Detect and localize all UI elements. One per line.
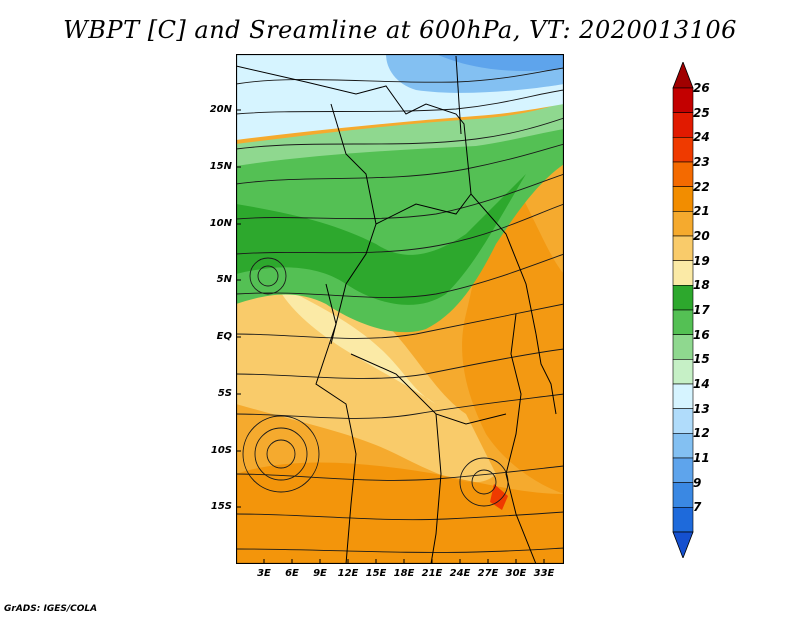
lon-label-18e: 18E: [393, 568, 415, 579]
colorbar-box: [672, 235, 694, 261]
colorbar-label: 15: [693, 352, 710, 367]
colorbar-box: [672, 359, 694, 385]
colorbar-arrow-top: [672, 62, 694, 89]
colorbar-label: 21: [693, 204, 710, 219]
colorbar-box: [672, 457, 694, 483]
lon-label-24e: 24E: [449, 568, 471, 579]
colorbar-box: [672, 309, 694, 335]
colorbar-label: 22: [693, 179, 710, 194]
colorbar-box: [672, 186, 694, 212]
colorbar-box: [672, 383, 694, 409]
colorbar-box: [672, 137, 694, 163]
colorbar-label: 17: [693, 303, 710, 317]
lon-label-27e: 27E: [477, 568, 499, 579]
colorbar-label: 13: [693, 401, 710, 416]
colorbar-label: 26: [693, 81, 710, 95]
colorbar-box: [672, 112, 694, 138]
colorbar-label: 19: [693, 253, 710, 268]
lon-ticks: [263, 559, 545, 564]
lat-label-5n: 5N: [216, 274, 232, 285]
field-blue-deep: [436, 54, 564, 72]
colorbar: [672, 62, 694, 558]
colorbar-arrow-bottom: [672, 531, 694, 558]
field-green-belt: [236, 124, 564, 333]
colorbar-box: [672, 285, 694, 311]
lat-label-15n: 15N: [209, 161, 232, 172]
streamlines: [236, 67, 564, 553]
colorbar-label: 20: [693, 229, 710, 243]
lat-label-20n: 20N: [209, 104, 232, 115]
colorbar-boxes: [672, 87, 694, 533]
lon-label-6e: 6E: [285, 568, 299, 579]
lon-label-3e: 3E: [257, 568, 271, 579]
colorbar-label: 14: [693, 377, 710, 391]
chart-title: WBPT [C] and Sreamline at 600hPa, VT: 20…: [63, 16, 737, 44]
lat-label-15s: 15S: [210, 501, 232, 512]
field-orange-south: [236, 462, 564, 564]
lat-label-10n: 10N: [209, 218, 232, 229]
colorbar-label: 25: [693, 105, 710, 120]
boundaries: [236, 55, 557, 564]
lat-label-10s: 10S: [210, 445, 232, 456]
colorbar-box: [672, 161, 694, 187]
lon-label-30e: 30E: [505, 568, 527, 579]
lon-label-21e: 21E: [421, 568, 443, 579]
colorbar-label: 12: [693, 426, 710, 441]
lon-label-9e: 9E: [313, 568, 327, 579]
lat-label-eq: EQ: [216, 331, 232, 342]
field-dark-green: [236, 174, 526, 305]
colorbar-label: 7: [693, 500, 702, 515]
colorbar-box: [672, 211, 694, 237]
colorbar-box: [672, 408, 694, 434]
field-light-green: [236, 102, 564, 166]
colorbar-label: 23: [693, 155, 710, 169]
lat-label-5s: 5S: [217, 388, 232, 399]
colorbar-box: [672, 260, 694, 286]
credit-text: GrADS: IGES/COLA: [4, 604, 98, 614]
lon-label-12e: 12E: [337, 568, 359, 579]
colorbar-box: [672, 334, 694, 360]
colorbar-box: [672, 482, 694, 508]
lat-ticks: [236, 109, 241, 508]
colorbar-box: [672, 433, 694, 459]
colorbar-label: 9: [693, 475, 702, 490]
colorbar-box: [672, 507, 694, 533]
colorbar-label: 16: [693, 327, 710, 342]
map-frame-border: [236, 54, 564, 564]
colorbar-label: 11: [693, 451, 710, 465]
lon-label-33e: 33E: [533, 568, 555, 579]
colorbar-label: 18: [693, 278, 710, 293]
colorbar-box: [672, 87, 694, 113]
lon-label-15e: 15E: [365, 568, 387, 579]
map-panel: [236, 54, 564, 564]
colorbar-label: 24: [693, 130, 710, 145]
